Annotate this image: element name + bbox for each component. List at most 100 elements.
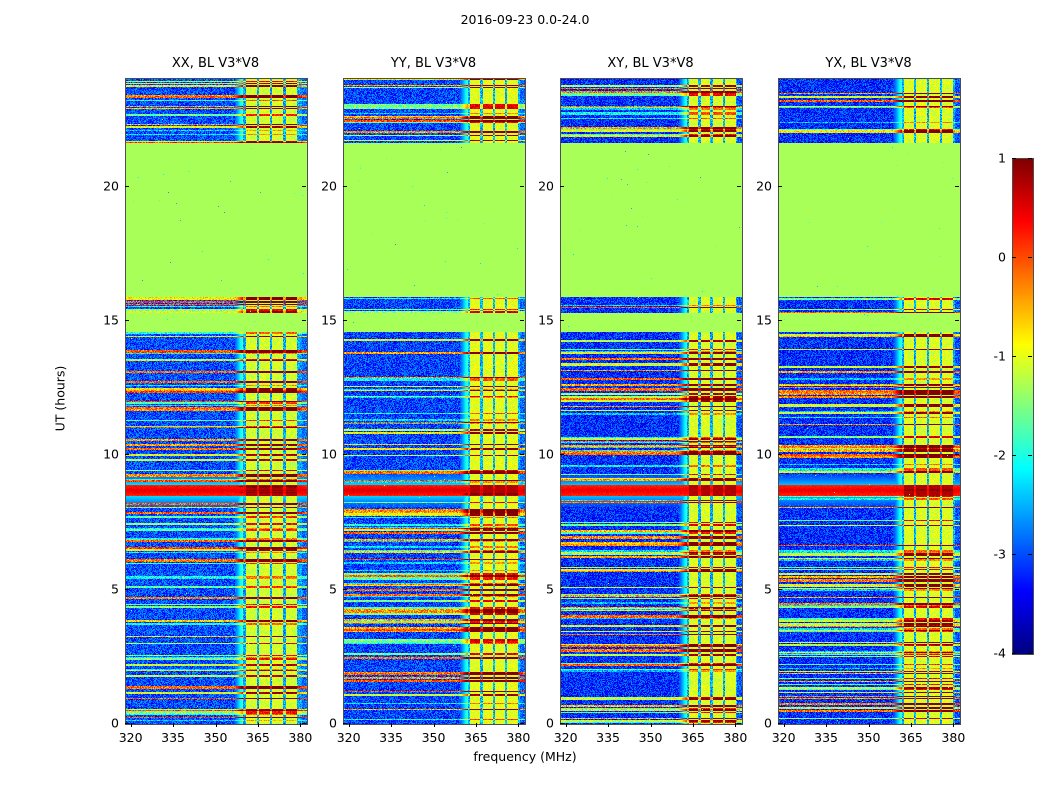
y-tickmark [955,185,959,187]
x-tickmark [130,723,132,727]
x-tick-label: 320 [118,730,143,745]
y-tickmark [125,723,129,724]
colorbar-tickmark [1028,455,1032,456]
x-tick-label: 380 [288,730,313,745]
y-tickmark [520,185,524,187]
colorbar-gradient [1013,159,1033,654]
colorbar-tickmark [1028,554,1032,555]
colorbar-tickmark [1012,158,1016,159]
y-tickmark [520,588,524,590]
colorbar-tickmark [1028,158,1032,159]
x-tick-label: 350 [203,730,228,745]
y-tick-label: 5 [764,581,772,597]
x-tickmark [735,723,737,727]
y-tick-label: 15 [321,312,337,328]
y-tickmark [955,588,959,590]
waterfall-axes[interactable] [343,78,526,725]
waterfall-axes[interactable] [560,78,743,725]
y-tick-label: 20 [321,178,337,193]
y-tickmark [778,319,782,321]
waterfall-axes[interactable] [778,78,961,725]
x-tickmark [348,723,350,727]
y-tickmark [302,454,306,456]
y-tick-label: 5 [329,581,337,597]
x-tick-label: 320 [553,730,578,745]
y-tickmark [343,723,347,724]
colorbar-tickmark [1012,257,1016,258]
y-tick-label: 10 [538,446,554,462]
y-tickmark [125,588,129,590]
y-tick-label: 15 [103,312,119,328]
x-tickmark [826,723,828,727]
colorbar-tickmark [1012,653,1016,654]
x-tickmark [300,723,302,727]
y-tick-label: 15 [756,312,772,328]
colorbar-tick-label: -2 [993,447,1006,463]
y-tickmark [343,454,347,456]
x-tickmark [608,723,610,727]
y-tickmark [343,185,347,187]
y-tickmark [125,319,129,321]
colorbar-tickmark [1028,653,1032,654]
x-tick-label: 365 [898,730,923,745]
y-tick-label: 0 [546,715,554,731]
figure-suptitle: 2016-09-23 0.0-24.0 [460,12,590,27]
x-tickmark [565,723,567,727]
colorbar-tickmark [1012,455,1016,456]
y-tickmark [560,723,564,724]
x-tickmark [910,723,912,727]
subplot-title: XY, BL V3*V8 [607,56,694,71]
x-tick-label: 335 [814,730,839,745]
x-tick-label: 350 [856,730,881,745]
y-tickmark [125,454,129,456]
y-tickmark [125,185,129,187]
x-tickmark [650,723,652,727]
y-tickmark [737,588,741,590]
y-tickmark [778,588,782,590]
colorbar-tick-label: 1 [998,150,1006,166]
y-tickmark [343,588,347,590]
x-tickmark [257,723,259,727]
y-tickmark [302,185,306,187]
subplot-title: YY, BL V3*V8 [390,56,477,71]
y-tick-label: 0 [764,715,772,731]
subplot-title: YX, BL V3*V8 [825,56,912,71]
waterfall-axes[interactable] [125,78,308,725]
y-tickmark [520,319,524,321]
x-tick-label: 365 [463,730,488,745]
y-tickmark [778,454,782,456]
x-tickmark [692,723,694,727]
colorbar-tick-label: -1 [993,348,1006,364]
x-tick-label: 365 [680,730,705,745]
colorbar-tickmark [1012,356,1016,357]
colorbar-tickmark [1028,356,1032,357]
y-tickmark [737,185,741,187]
x-axis-label: frequency (MHz) [473,749,577,764]
x-tickmark [433,723,435,727]
subplot-xy: XY, BL V3*V8 320 335 350 365 380 0 5 10 15 20 [538,56,747,745]
y-tick-label: 20 [538,178,554,193]
y-tickmark [302,319,306,321]
y-tickmark [520,454,524,456]
y-tickmark [737,319,741,321]
x-tick-label: 380 [723,730,748,745]
y-tickmark [778,185,782,187]
waterfall-image [779,79,960,724]
x-tickmark [215,723,217,727]
colorbar-tick-label: -4 [993,645,1006,661]
waterfall-image [561,79,742,724]
y-tickmark [737,454,741,456]
x-tick-label: 335 [161,730,186,745]
x-tick-label: 380 [941,730,966,745]
x-tick-label: 335 [596,730,621,745]
y-tick-label: 10 [103,446,119,462]
y-tickmark [560,588,564,590]
x-tickmark [953,723,955,727]
y-tickmark [302,588,306,590]
y-tickmark [560,454,564,456]
x-tick-label: 365 [245,730,270,745]
y-tickmark [955,454,959,456]
y-tickmark [560,319,564,321]
y-tick-label: 15 [538,312,554,328]
y-tickmark [343,319,347,321]
